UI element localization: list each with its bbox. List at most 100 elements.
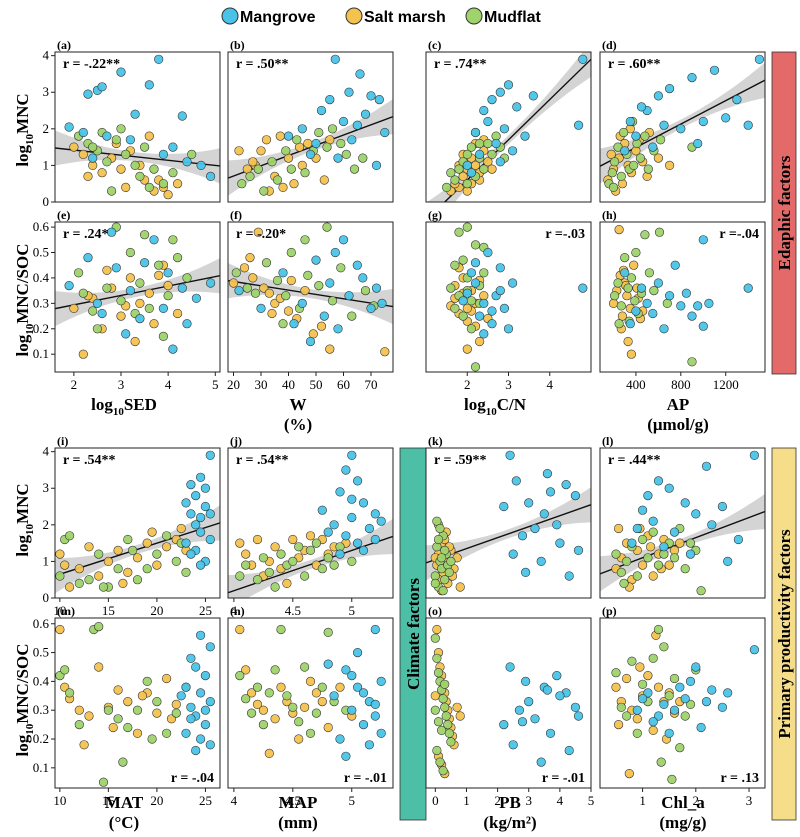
- point-mud: [242, 283, 252, 293]
- point-mangrove: [289, 319, 299, 329]
- point-mud: [607, 168, 617, 178]
- point-mud: [144, 182, 154, 192]
- point-salt: [637, 560, 648, 570]
- x-tick-label: 4: [231, 603, 238, 618]
- point-salt: [123, 696, 133, 707]
- point-mangrove: [620, 146, 630, 156]
- point-mangrove: [83, 89, 93, 99]
- point-mangrove: [205, 509, 215, 519]
- panel-i: 10 15 20 25 0 1 2 3 4 (i) r = .54**: [43, 434, 221, 618]
- point-mangrove: [181, 538, 191, 548]
- plot-area: [228, 450, 393, 598]
- svg-text:log10C/N: log10C/N: [464, 395, 527, 418]
- point-mud: [669, 553, 680, 563]
- ylabel-ratio-bottom: log10MNC/SOC: [13, 643, 36, 756]
- point-salt: [458, 171, 468, 181]
- point-mangrove: [723, 688, 733, 698]
- point-mangrove: [347, 512, 357, 523]
- point-salt: [132, 553, 143, 563]
- point-mangrove: [578, 283, 588, 293]
- point-salt: [626, 349, 637, 359]
- point-mud: [231, 268, 241, 278]
- point-mud: [147, 734, 157, 744]
- correlation-label: r = .74**: [434, 57, 486, 72]
- point-mud: [637, 679, 648, 689]
- point-salt: [455, 582, 465, 592]
- point-mud: [88, 142, 98, 152]
- point-mud: [433, 668, 444, 678]
- x-tick-label: 2: [494, 793, 501, 808]
- point-mangrove: [723, 556, 733, 567]
- panel-j: 4 4.5 5 (j) r = .54**: [227, 434, 394, 618]
- point-salt: [286, 275, 296, 286]
- xlabel-w: W (%): [284, 395, 312, 434]
- y-tick-label: 0.4: [33, 673, 50, 688]
- confidence-band: [427, 52, 591, 202]
- point-mangrove: [466, 268, 477, 278]
- point-salt: [323, 722, 333, 733]
- point-mangrove: [376, 676, 386, 687]
- point-mangrove: [347, 705, 357, 715]
- point-mangrove: [191, 491, 201, 501]
- point-mangrove: [499, 303, 510, 314]
- correlation-label: r = .13: [721, 771, 759, 786]
- point-mud: [258, 553, 269, 563]
- x-tick-label: 5: [588, 793, 595, 808]
- point-mud: [149, 164, 159, 174]
- point-salt: [276, 682, 286, 692]
- panel-letter: (f): [230, 208, 242, 222]
- panel-letter: (d): [602, 38, 617, 52]
- point-salt: [305, 676, 316, 687]
- point-salt: [432, 624, 442, 635]
- svg-text:log10MNC/SOC: log10MNC/SOC: [13, 243, 36, 356]
- point-mangrove: [341, 751, 351, 761]
- point-mud: [286, 164, 296, 174]
- point-salt: [163, 281, 173, 291]
- point-mangrove: [555, 538, 565, 548]
- point-mangrove: [470, 278, 481, 288]
- point-salt: [643, 670, 653, 681]
- point-mud: [158, 179, 168, 189]
- point-salt: [125, 273, 135, 283]
- point-mud: [440, 679, 450, 689]
- ylabel-post: MNC/SOC: [13, 643, 32, 723]
- point-mud: [258, 719, 269, 730]
- xlabel-sed-post: SED: [124, 395, 157, 414]
- point-mangrove: [181, 498, 191, 508]
- panel-frame: [54, 617, 221, 789]
- point-mangrove: [754, 54, 765, 64]
- point-mangrove: [664, 291, 675, 301]
- point-mud: [102, 157, 112, 167]
- point-salt: [264, 748, 274, 759]
- point-mud: [631, 247, 641, 258]
- point-mud: [444, 728, 454, 738]
- point-mud: [640, 131, 650, 141]
- point-mangrove: [701, 696, 712, 707]
- x-tick-label: 70: [365, 377, 378, 392]
- panel-m: 10 15 20 25 0.1 0.2 0.3 0.4 0.5 0.6 (m) r = -.04: [33, 604, 221, 808]
- point-mangrove: [196, 630, 206, 640]
- x-tick-label: 25: [199, 603, 212, 618]
- point-salt: [624, 768, 634, 779]
- point-salt: [248, 157, 258, 167]
- x-tick-label: 4.5: [285, 793, 301, 808]
- x-tick-label: 20: [150, 603, 163, 618]
- panel-letter: (g): [428, 208, 442, 222]
- point-salt: [78, 149, 88, 159]
- panel-letter: (m): [57, 604, 75, 618]
- point-salt: [256, 146, 266, 156]
- point-mud: [60, 665, 70, 675]
- ylabel-pre: log: [13, 144, 32, 166]
- point-mangrove: [669, 527, 680, 537]
- point-mangrove: [358, 273, 368, 283]
- point-mangrove: [344, 291, 354, 301]
- point-mangrove: [479, 298, 489, 309]
- panel-n: 4 4.5 5 (n) r = -.01: [227, 604, 394, 808]
- x-tick-label: 2: [693, 793, 700, 808]
- point-mangrove: [636, 102, 647, 112]
- point-mangrove: [344, 87, 354, 97]
- point-mud: [288, 702, 298, 712]
- panel-d: (d) r = .60**: [599, 38, 766, 203]
- point-mangrove: [670, 260, 680, 270]
